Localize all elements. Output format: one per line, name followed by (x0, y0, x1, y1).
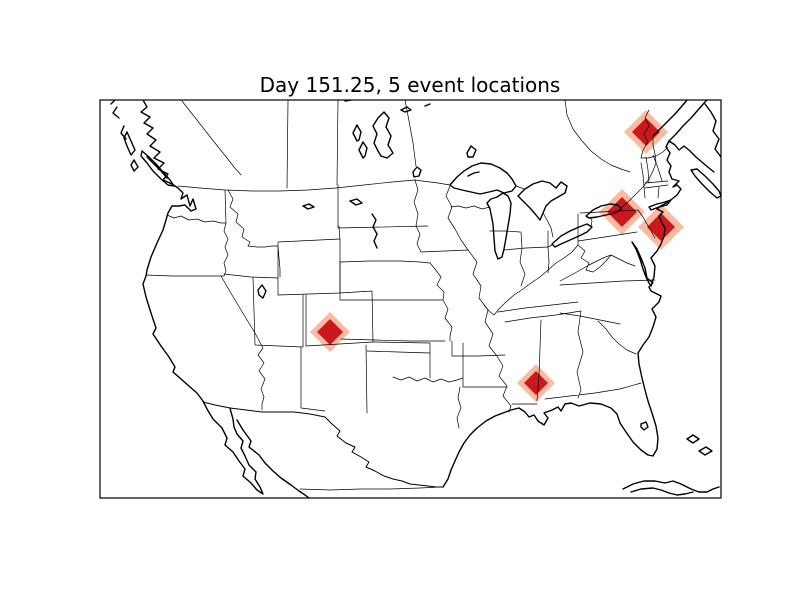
map-content (110, 100, 721, 498)
vancouver-island-path (140, 150, 175, 187)
great-salt-lake-path (257, 284, 267, 299)
lake-winnipeg-path (372, 111, 394, 159)
gulf-of-california-east-coast-path (236, 419, 310, 498)
lake-superior-path (449, 162, 517, 195)
nova-scotia-path (690, 168, 721, 199)
pacific-coast-path (140, 100, 264, 495)
axes-frame (99, 99, 722, 499)
lake-erie-path (551, 223, 593, 248)
us-canada-border-path (177, 136, 657, 238)
st-lawrence-north-shore-path (652, 100, 688, 137)
small-northern-lakes-path (344, 100, 431, 113)
mississippi-river-borders-path (445, 185, 512, 413)
bahamas-path (686, 434, 713, 456)
lake-manitoba-path (358, 141, 368, 159)
lake-michigan-path (486, 192, 512, 260)
midwest-state-borders-path (450, 205, 579, 316)
plains-state-borders-path (337, 179, 508, 429)
mexico-state-line-path (299, 486, 441, 491)
lake-winnipegosis-path (352, 124, 362, 142)
lake-huron-path (517, 180, 568, 221)
gaspe-coast-path (704, 103, 721, 158)
isle-royale-path (467, 171, 480, 177)
missouri-river-lakes-path (302, 198, 378, 249)
eastern-state-borders-path (497, 154, 669, 405)
lake-ontario-path (585, 203, 622, 219)
cuba-path (622, 480, 720, 496)
coastline-layer (110, 100, 721, 498)
event-colorado-core (317, 319, 343, 345)
lake-of-the-woods-path (412, 166, 422, 178)
gulf-and-atlantic-coast-path (442, 140, 715, 488)
event-mississippi-alabama-core (524, 371, 548, 395)
lake-okeechobee-path (640, 421, 649, 431)
lake-nipigon-path (466, 145, 477, 158)
event-new-jersey-coast-core (647, 213, 675, 241)
us-mexico-border-path (202, 401, 444, 488)
st-lawrence-south-shore-path (668, 100, 708, 142)
borders-layer (145, 100, 669, 491)
figure-title: Day 151.25, 5 event locations (260, 73, 561, 97)
western-state-borders-path (145, 189, 374, 414)
canadian-province-borders-path (181, 100, 669, 189)
long-island-path (648, 199, 672, 211)
event-markers-layer (310, 110, 684, 402)
alaska-panhandle-islands-path (110, 100, 139, 172)
